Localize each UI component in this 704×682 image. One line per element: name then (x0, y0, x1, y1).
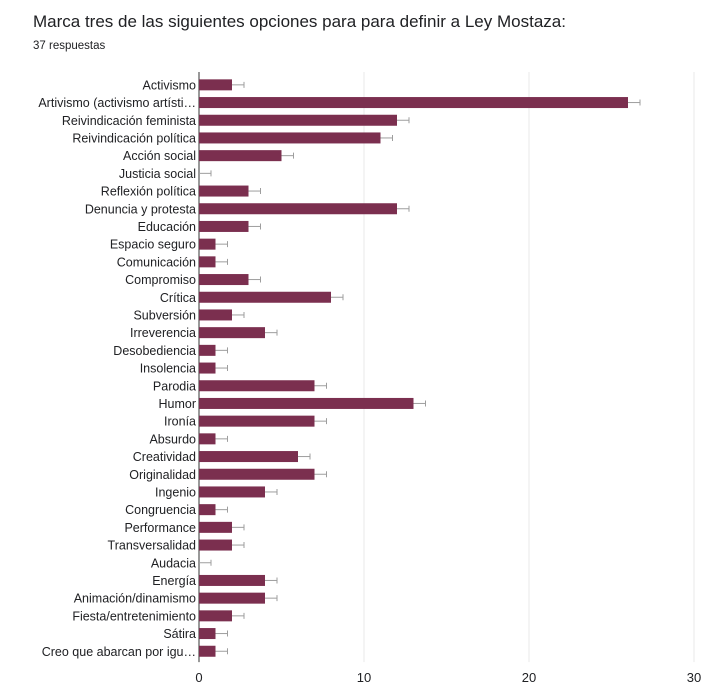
category-label: Ingenio (155, 485, 196, 499)
category-label: Educación (138, 220, 196, 234)
bar (199, 274, 249, 286)
bar (199, 79, 232, 91)
bars (199, 79, 641, 657)
bar (199, 114, 397, 126)
bar (199, 486, 265, 498)
bar (199, 150, 282, 162)
category-label: Absurdo (149, 432, 196, 446)
bar (199, 344, 216, 356)
grid-lines (198, 72, 695, 663)
category-label: Reivindicación política (72, 131, 196, 145)
category-label: Ironía (164, 415, 196, 429)
response-count: 37 respuestas (33, 40, 106, 52)
bar (199, 185, 249, 197)
category-label: Reivindicación feminista (62, 114, 196, 128)
bar (199, 238, 216, 250)
bar (199, 97, 628, 109)
category-label: Denuncia y protesta (85, 202, 196, 216)
bar (199, 380, 315, 392)
category-label: Energía (152, 574, 196, 588)
category-label: Acción social (123, 149, 196, 163)
bar (199, 433, 216, 445)
bar (199, 451, 298, 463)
bar (199, 415, 315, 427)
category-label: Artivismo (activismo artísti… (38, 96, 196, 110)
category-label: Performance (124, 521, 196, 535)
bar (199, 539, 232, 551)
x-tick-label: 10 (357, 670, 371, 682)
bar (199, 309, 232, 321)
bar (199, 468, 315, 480)
bar (199, 132, 381, 144)
bar (199, 504, 216, 516)
category-label: Compromiso (125, 273, 196, 287)
bar (199, 628, 216, 640)
category-label: Comunicación (117, 255, 196, 269)
category-label: Creo que abarcan por igu… (42, 645, 196, 659)
category-label: Activismo (143, 78, 197, 92)
category-label: Creatividad (133, 450, 196, 464)
category-label: Espacio seguro (110, 238, 196, 252)
bar (199, 397, 414, 409)
x-tick-label: 0 (195, 670, 202, 682)
category-label: Audacia (151, 556, 196, 570)
category-label: Parodia (153, 379, 196, 393)
x-axis-ticks: 0 10 20 30 (195, 670, 701, 682)
bar (199, 203, 397, 215)
x-tick-label: 30 (687, 670, 701, 682)
bar (199, 362, 216, 374)
category-label: Congruencia (125, 503, 196, 517)
bar (199, 256, 216, 268)
category-label: Justicia social (119, 167, 196, 181)
category-label: Crítica (160, 291, 196, 305)
category-label: Insolencia (140, 362, 196, 376)
bar (199, 592, 265, 604)
category-label: Transversalidad (108, 539, 197, 553)
category-label: Sátira (163, 627, 196, 641)
bar (199, 220, 249, 232)
bar (199, 645, 216, 657)
category-label: Originalidad (129, 468, 196, 482)
category-label: Reflexión política (101, 185, 196, 199)
bar (199, 327, 265, 339)
bar (199, 574, 265, 586)
category-label: Fiesta/entretenimiento (72, 609, 196, 623)
category-label: Humor (158, 397, 196, 411)
bar (199, 610, 232, 622)
category-labels: Activismo Artivismo (activismo artísti… Re… (38, 78, 196, 658)
category-label: Animación/dinamismo (74, 592, 196, 606)
category-label: Desobediencia (113, 344, 196, 358)
x-tick-label: 20 (522, 670, 536, 682)
category-label: Subversión (133, 308, 196, 322)
bar (199, 521, 232, 533)
bar (199, 291, 331, 303)
category-label: Irreverencia (130, 326, 196, 340)
chart-title: Marca tres de las siguientes opciones pa… (33, 12, 566, 31)
